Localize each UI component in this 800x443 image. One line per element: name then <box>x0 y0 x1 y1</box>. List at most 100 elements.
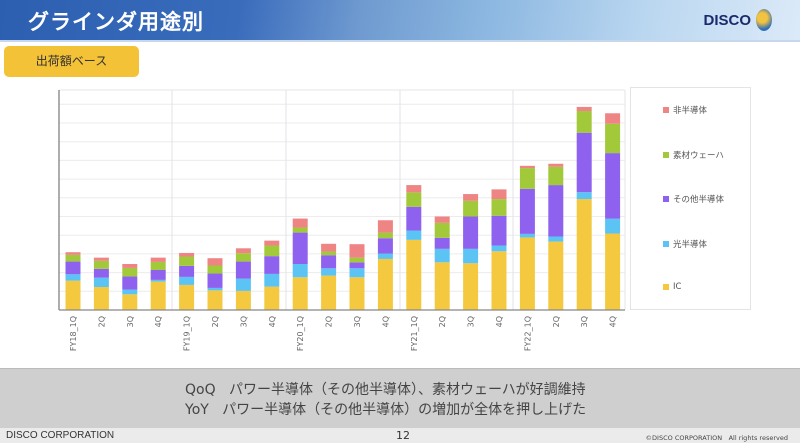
bar-segment-非半導体 <box>150 257 166 262</box>
bar-segment-その他半導体 <box>93 268 109 278</box>
bar-segment-その他半導体 <box>548 185 564 237</box>
legend-label: 光半導体 <box>673 239 708 250</box>
bar-segment-IC <box>235 290 251 310</box>
bar-segment-素材ウェーハ <box>406 192 422 207</box>
bar-segment-IC <box>605 233 621 310</box>
bar-segment-IC <box>264 286 280 310</box>
bar-segment-その他半導体 <box>349 262 365 269</box>
bar-segment-IC <box>576 199 592 310</box>
x-tick-label: FY18_1Q <box>69 316 78 351</box>
bar-segment-光半導体 <box>179 276 195 285</box>
bar-segment-非半導体 <box>463 194 479 201</box>
chart-legend: 非半導体 素材ウェーハ その他半導体 光半導体 IC <box>630 87 751 310</box>
bar-segment-IC <box>406 239 422 310</box>
x-tick-label: 2Q <box>211 316 220 327</box>
x-tick-label: FY21_1Q <box>410 316 419 351</box>
bar-segment-IC <box>491 251 507 310</box>
bar-segment-光半導体 <box>264 273 280 287</box>
x-tick-label: FY22_1Q <box>523 316 532 351</box>
bar-segment-IC <box>377 258 393 310</box>
bar-segment-IC <box>292 277 308 310</box>
bar-segment-IC <box>434 262 450 310</box>
legend-swatch <box>663 240 669 247</box>
bar-segment-光半導体 <box>406 230 422 240</box>
bar-segment-非半導体 <box>491 189 507 200</box>
legend-swatch <box>663 107 669 113</box>
x-tick-label: 3Q <box>239 316 248 327</box>
bar-segment-光半導体 <box>93 277 109 287</box>
legend-item: 非半導体 <box>663 104 707 116</box>
bar-segment-光半導体 <box>122 289 138 295</box>
page-number: 12 <box>396 429 410 442</box>
bar-segment-素材ウェーハ <box>576 111 592 133</box>
bar-segment-光半導体 <box>349 268 365 278</box>
bar-segment-その他半導体 <box>150 269 166 280</box>
bar-segment-光半導体 <box>65 274 81 281</box>
x-tick-label: 2Q <box>325 316 334 327</box>
bar-segment-非半導体 <box>292 218 308 228</box>
bar-segment-IC <box>463 263 479 310</box>
bar-segment-IC <box>150 281 166 310</box>
bar-segment-その他半導体 <box>179 265 195 277</box>
x-tick-label: 4Q <box>154 316 163 327</box>
bar-segment-素材ウェーハ <box>150 261 166 270</box>
bar-segment-IC <box>207 290 223 310</box>
bar-segment-その他半導体 <box>122 276 138 290</box>
bar-segment-素材ウェーハ <box>377 232 393 239</box>
bar-segment-非半導体 <box>434 216 450 223</box>
bar-segment-非半導体 <box>264 240 280 246</box>
legend-item: 素材ウェーハ <box>663 149 724 161</box>
bar-segment-非半導体 <box>548 163 564 167</box>
x-tick-label: 4Q <box>268 316 277 327</box>
footer-copyright: ©DISCO CORPORATION All rights reserved <box>645 434 788 442</box>
qoq-text: パワー半導体（その他半導体）、素材ウェーハが好調維持 <box>228 382 586 398</box>
bar-segment-非半導体 <box>605 113 621 124</box>
bar-segment-その他半導体 <box>434 237 450 249</box>
bar-segment-その他半導体 <box>207 273 223 288</box>
bar-segment-その他半導体 <box>321 255 337 269</box>
bar-segment-その他半導体 <box>65 261 81 275</box>
basis-tag: 出荷額ベース <box>4 46 139 77</box>
bar-segment-非半導体 <box>321 243 337 252</box>
bar-segment-光半導体 <box>377 253 393 259</box>
bar-segment-非半導体 <box>349 244 365 258</box>
bar-segment-IC <box>321 275 337 310</box>
bar-segment-非半導体 <box>235 248 251 254</box>
bar-segment-IC <box>519 237 535 310</box>
bar-segment-非半導体 <box>406 185 422 193</box>
bar-segment-非半導体 <box>65 252 81 255</box>
bar-segment-光半導体 <box>491 245 507 252</box>
bar-segment-IC <box>349 277 365 310</box>
bar-segment-その他半導体 <box>264 256 280 274</box>
bar-segment-非半導体 <box>576 106 592 112</box>
bar-segment-素材ウェーハ <box>122 267 138 277</box>
x-tick-label: 2Q <box>97 316 106 327</box>
bar-segment-素材ウェーハ <box>491 199 507 216</box>
bar-segment-素材ウェーハ <box>434 222 450 238</box>
bar-segment-IC <box>93 286 109 310</box>
bar-segment-非半導体 <box>519 165 535 169</box>
bar-segment-その他半導体 <box>406 206 422 231</box>
bar-segment-その他半導体 <box>235 261 251 279</box>
bar-segment-光半導体 <box>605 218 621 234</box>
slide-title: グラインダ用途別 <box>28 10 204 34</box>
legend-item: その他半導体 <box>663 193 724 205</box>
bar-segment-その他半導体 <box>491 215 507 246</box>
bar-segment-光半導体 <box>321 268 337 276</box>
bar-segment-素材ウェーハ <box>349 257 365 263</box>
legend-swatch <box>663 196 669 202</box>
bar-segment-その他半導体 <box>463 216 479 249</box>
bar-segment-素材ウェーハ <box>264 245 280 257</box>
bar-segment-光半導体 <box>292 263 308 278</box>
slide-header: グラインダ用途別 DISCO <box>0 0 800 42</box>
slide-footer: DISCO CORPORATION 12 ©DISCO CORPORATION … <box>0 428 800 443</box>
x-tick-label: 3Q <box>126 316 135 327</box>
x-tick-label: 4Q <box>609 316 618 327</box>
bar-segment-素材ウェーハ <box>65 254 81 262</box>
x-tick-label: FY20_1Q <box>296 316 305 351</box>
qoq-label: QoQ <box>185 382 216 398</box>
bar-segment-光半導体 <box>463 248 479 264</box>
yoy-label: YoY <box>185 402 209 418</box>
bar-segment-その他半導体 <box>576 132 592 193</box>
